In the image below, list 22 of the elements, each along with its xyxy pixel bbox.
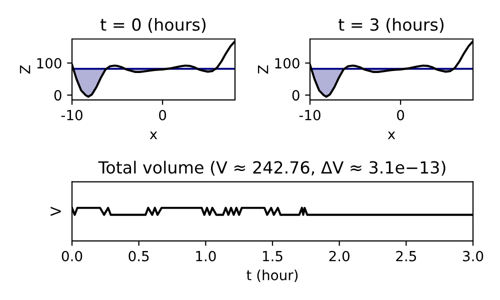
x-tick-label: 2.0 [329, 250, 350, 262]
y-axis-title: V [50, 206, 61, 216]
chart-title: t = 0 (hours) [100, 18, 206, 33]
x-tick-label: 0.5 [128, 250, 149, 262]
x-tick-label: 0 [159, 110, 166, 120]
x-tick-label: 2.5 [396, 250, 416, 262]
x-tick-label: 0 [397, 110, 404, 120]
x-tick-label: 0.0 [62, 250, 82, 262]
x-axis-title: x [150, 132, 158, 140]
x-axis-title: x [388, 132, 396, 140]
x-tick-label: 3.0 [463, 250, 484, 262]
x-tick-label: 1.5 [262, 251, 282, 262]
y-axis-title: Z [258, 65, 268, 74]
x-axis-title: t (hour) [246, 270, 298, 282]
y-tick-label: 100 [275, 58, 300, 69]
chart-title: Total volume (V ≈ 242.76, ΔV ≈ 3.1e−13) [98, 160, 446, 176]
chart-title: t = 3 (hours) [338, 18, 444, 33]
x-tick-label: 1.0 [196, 250, 216, 262]
y-axis-title: Z [20, 65, 30, 74]
x-tick-label: -10 [61, 110, 82, 120]
y-tick-label: 100 [37, 58, 62, 69]
x-tick-label: -10 [299, 110, 320, 120]
